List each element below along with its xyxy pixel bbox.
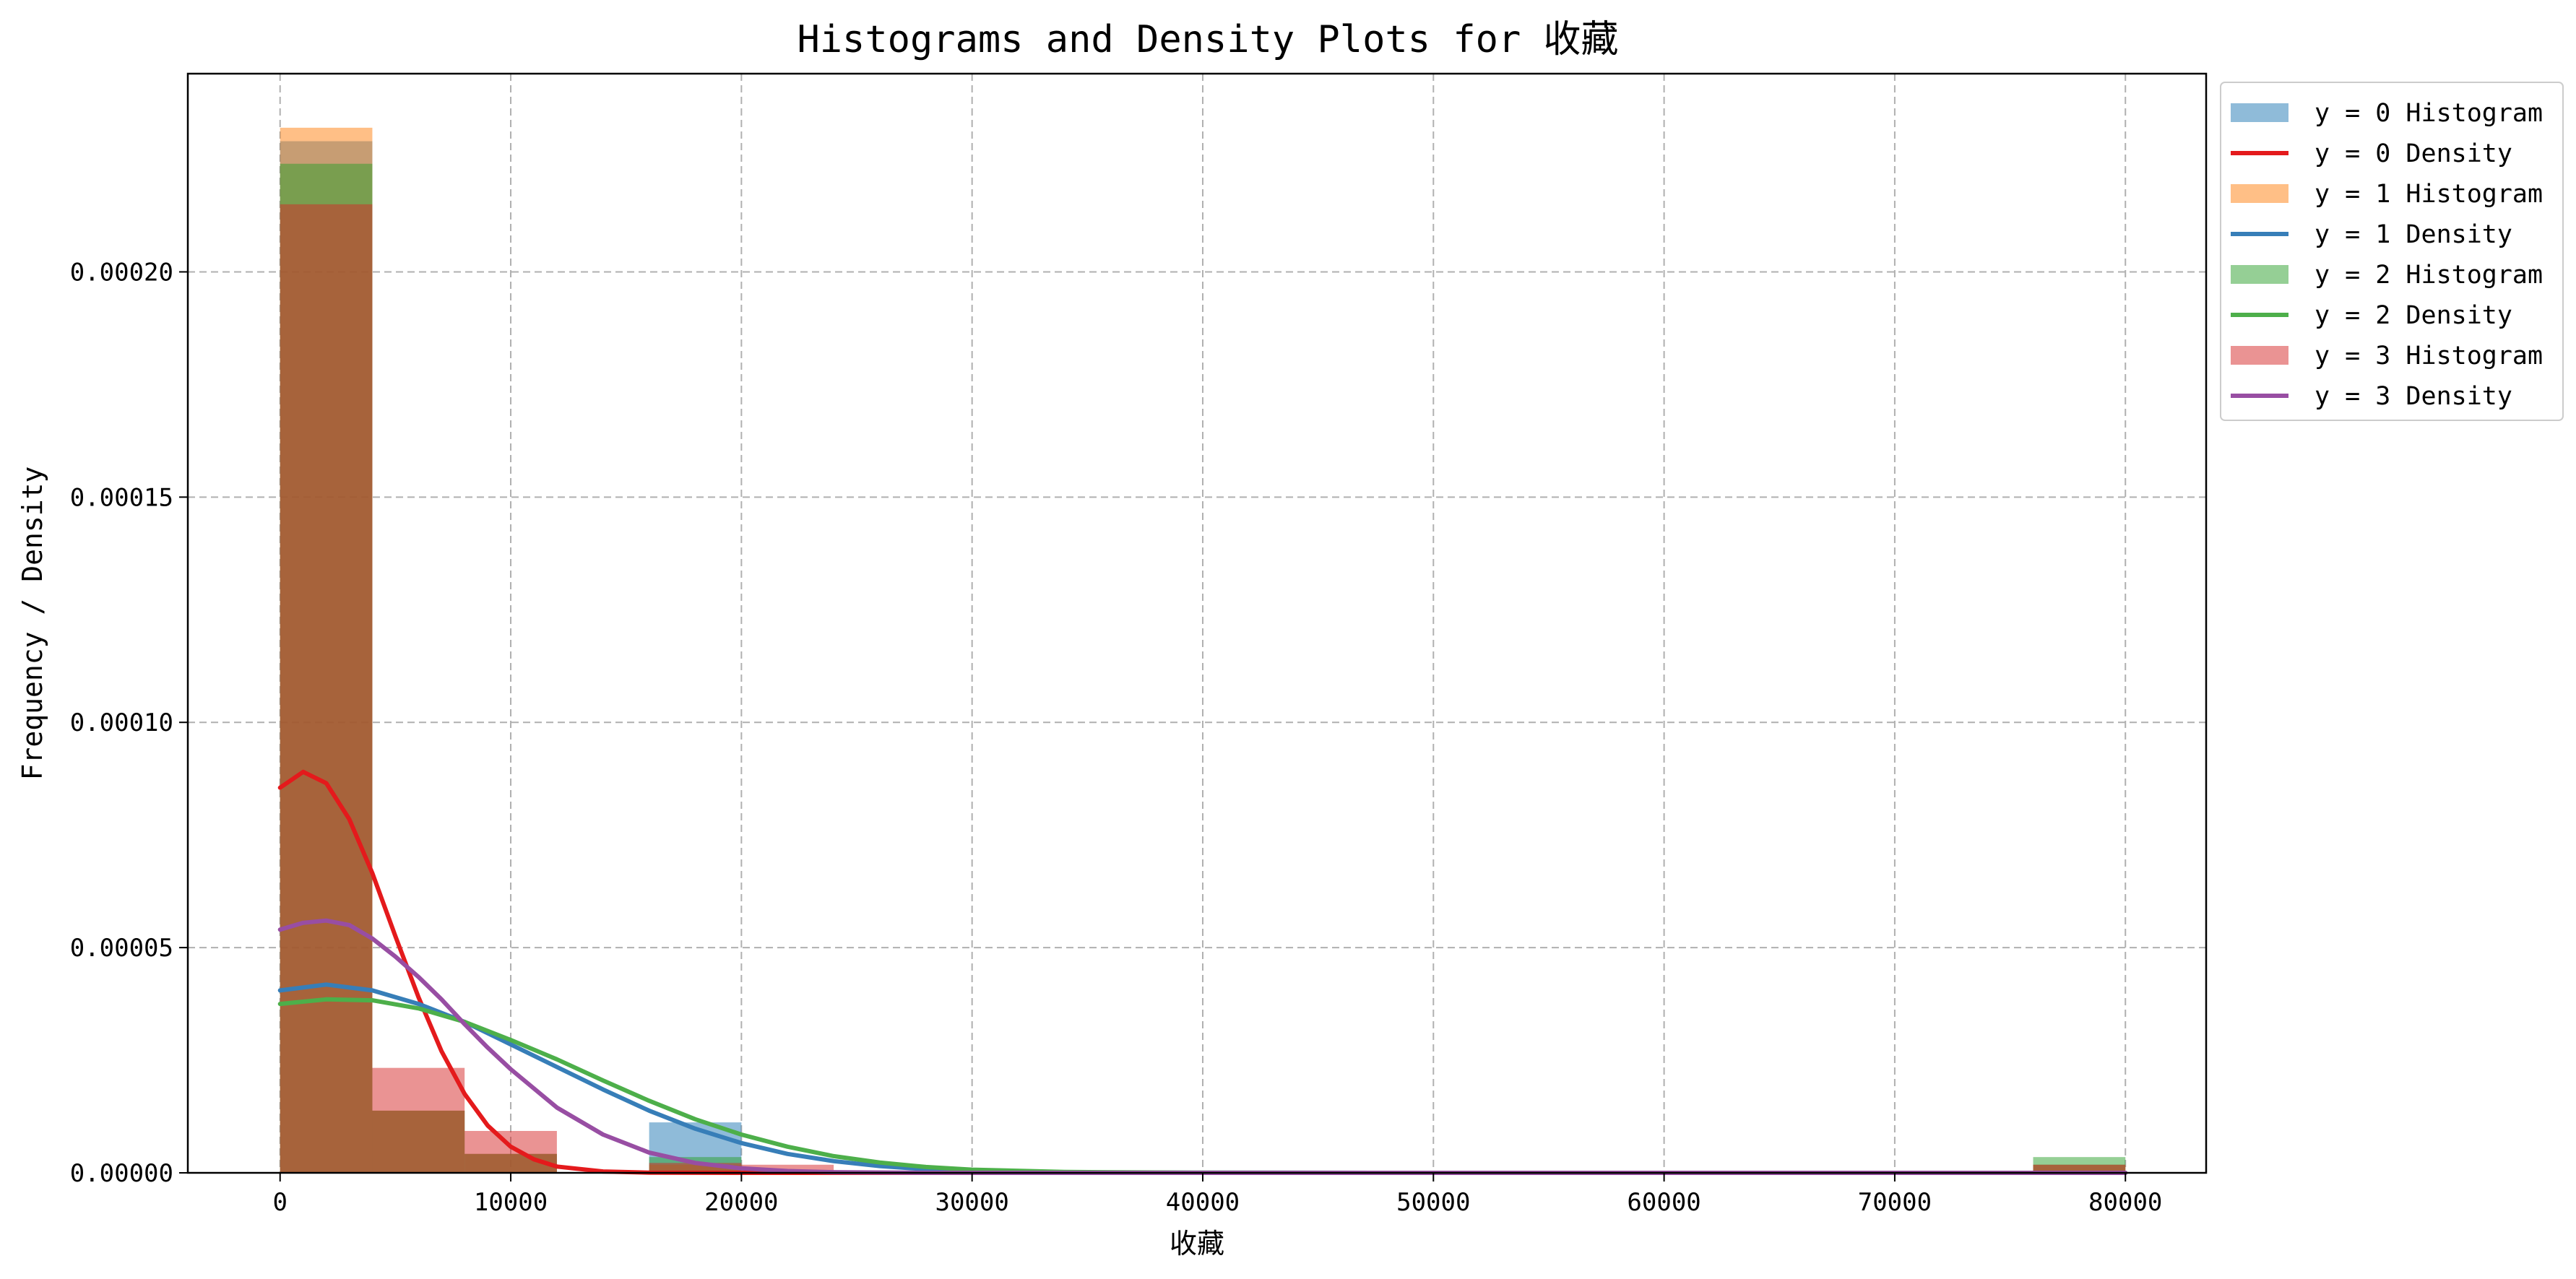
legend-label: y = 2 Density: [2314, 301, 2512, 330]
legend-label: y = 3 Histogram: [2314, 342, 2543, 370]
histogram-bar: [280, 204, 373, 1173]
histogram-bar: [2033, 1164, 2126, 1173]
legend-label: y = 2 Histogram: [2314, 261, 2543, 290]
chart-title: Histograms and Density Plots for 收藏: [797, 18, 1618, 61]
x-tick-label: 40000: [1166, 1188, 1240, 1217]
x-tick-label: 0: [272, 1188, 287, 1217]
legend: y = 0 Histogram y = 0 Density y = 1 Histog…: [2220, 82, 2564, 421]
legend-swatch: [2231, 103, 2288, 122]
x-tick-label: 80000: [2088, 1188, 2162, 1217]
x-tick-label: 30000: [935, 1188, 1008, 1217]
x-tick-label: 60000: [1627, 1188, 1700, 1217]
legend-label: y = 0 Density: [2314, 139, 2512, 168]
y-axis-label: Frequency / Density: [17, 467, 48, 781]
density-curves: [277, 769, 2128, 1175]
legend-label: y = 3 Density: [2314, 382, 2512, 411]
y-tick-label: 0.00005: [70, 934, 173, 963]
histogram-bar: [464, 1130, 557, 1173]
x-axis-ticks: 0 10000 20000 30000 40000 50000 60000 70000 8000…: [272, 1173, 2162, 1217]
x-axis-label: 收藏: [1170, 1228, 1224, 1260]
legend-box: [2220, 82, 2564, 421]
legend-label: y = 0 Histogram: [2314, 99, 2543, 128]
legend-label: y = 1 Density: [2314, 220, 2512, 249]
y-tick-label: 0.00010: [70, 708, 173, 737]
histogram-bar: [741, 1164, 834, 1173]
x-tick-label: 10000: [474, 1188, 548, 1217]
legend-swatch: [2231, 265, 2288, 284]
histogram-bar: [372, 1067, 465, 1173]
legend-swatch: [2231, 184, 2288, 203]
y-tick-label: 0.00015: [70, 483, 173, 512]
y-axis-ticks: 0.00000 0.00005 0.00010 0.00015 0.00020: [70, 258, 188, 1188]
density-line-3: [277, 918, 2128, 1175]
grid-lines: [188, 74, 2206, 1174]
histogram-series-3: [280, 204, 2126, 1173]
legend-swatch: [2231, 346, 2288, 365]
x-tick-label: 20000: [704, 1188, 778, 1217]
density-line-0: [277, 769, 2128, 1175]
x-tick-label: 50000: [1396, 1188, 1470, 1217]
y-tick-label: 0.00000: [70, 1159, 173, 1188]
plot-frame: [186, 72, 2208, 1174]
y-tick-label: 0.00020: [70, 258, 173, 287]
legend-label: y = 1 Histogram: [2314, 180, 2543, 209]
x-tick-label: 70000: [1858, 1188, 1932, 1217]
